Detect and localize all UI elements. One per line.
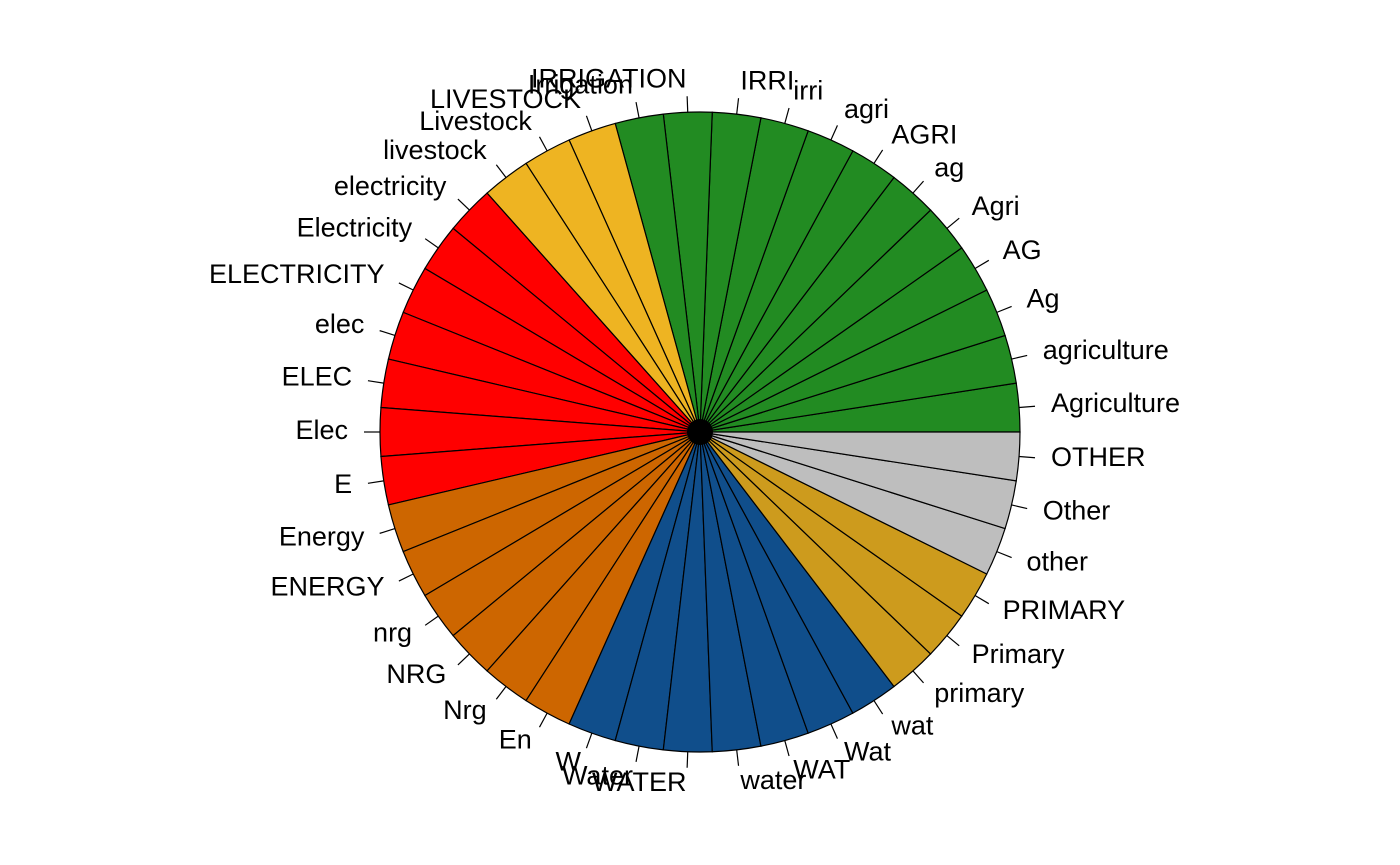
slice-label-16: electricity [334, 171, 447, 201]
tick-17 [424, 238, 439, 249]
slice-label-35: wat [890, 711, 934, 741]
slice-label-22: E [334, 469, 352, 499]
tick-33 [784, 740, 790, 757]
tick-27 [495, 686, 507, 700]
slice-label-38: PRIMARY [1003, 595, 1126, 625]
slice-label-3: Ag [1026, 284, 1059, 314]
slice-label-14: Livestock [419, 106, 532, 136]
tick-11 [686, 96, 689, 113]
slice-label-37: Primary [972, 639, 1065, 669]
tick-29 [585, 732, 593, 749]
slice-label-11: IRRIGATION [531, 63, 687, 93]
tick-9 [784, 107, 790, 124]
tick-12 [635, 102, 640, 118]
slice-label-15: livestock [383, 135, 487, 165]
slice-label-31: WATER [592, 767, 687, 797]
tick-39 [996, 551, 1012, 559]
slice-label-29: W [556, 746, 582, 776]
tick-10 [736, 98, 740, 115]
tick-20 [367, 380, 384, 384]
tick-30 [635, 746, 640, 762]
tick-1 [1019, 405, 1036, 409]
tick-6 [912, 180, 924, 194]
tick-4 [974, 259, 990, 269]
tick-26 [457, 653, 470, 666]
slice-label-1: Agriculture [1051, 388, 1180, 418]
slice-label-9: irri [793, 76, 823, 106]
tick-5 [946, 217, 960, 229]
tick-32 [736, 749, 740, 766]
slice-label-36: primary [934, 678, 1025, 708]
tick-15 [495, 164, 507, 178]
tick-18 [398, 282, 414, 291]
tick-31 [686, 751, 689, 768]
tick-41 [1019, 455, 1036, 459]
tick-19 [379, 330, 396, 337]
tick-8 [830, 125, 838, 141]
tick-22 [367, 480, 384, 484]
tick-23 [379, 527, 396, 534]
slice-label-21: Elec [295, 415, 348, 445]
slice-label-41: OTHER [1051, 442, 1146, 472]
slice-label-27: Nrg [443, 695, 487, 725]
slice-label-20: ELEC [282, 361, 353, 391]
tick-34 [830, 723, 838, 739]
pie-slices [379, 111, 1021, 753]
tick-40 [1011, 504, 1028, 510]
slice-label-34: Wat [844, 736, 891, 766]
slice-label-6: ag [934, 152, 964, 182]
tick-35 [873, 700, 884, 715]
slice-label-2: agriculture [1043, 335, 1169, 365]
tick-24 [398, 573, 414, 582]
slice-label-30: Water [562, 761, 633, 791]
slice-label-12: Irrigation [528, 70, 633, 100]
tick-16 [457, 198, 470, 211]
slice-label-25: nrg [373, 618, 412, 648]
label-ticks [364, 96, 1036, 768]
tick-13 [585, 115, 593, 132]
tick-7 [873, 149, 884, 164]
tick-14 [538, 136, 548, 152]
tick-37 [946, 635, 960, 647]
slice-label-39: other [1026, 547, 1088, 577]
slice-label-32: water [739, 765, 806, 795]
slice-label-18: ELECTRICITY [209, 259, 385, 289]
tick-3 [996, 305, 1012, 313]
slice-label-23: Energy [279, 521, 365, 551]
tick-38 [974, 595, 990, 605]
tick-25 [424, 615, 439, 626]
slice-label-33: WAT [793, 755, 850, 785]
slice-labels: Agriculture agriculture Ag AG AgriagAGRIagri… [209, 63, 1180, 796]
tick-36 [912, 670, 924, 684]
slice-label-40: Other [1043, 495, 1111, 525]
tick-2 [1011, 354, 1028, 360]
slice-label-17: Electricity [297, 213, 413, 243]
slice-label-7: AGRI [891, 120, 957, 150]
slice-label-19: elec [315, 309, 365, 339]
slice-label-26: NRG [386, 659, 446, 689]
slice-label-24: ENERGY [271, 571, 385, 601]
tick-28 [538, 712, 548, 728]
slice-label-10: IRRI [740, 65, 794, 95]
slice-label-28: En [499, 724, 532, 754]
center-hub [687, 419, 713, 445]
slice-label-13: LIVESTOCK [430, 84, 581, 114]
slice-label-8: agri [844, 94, 889, 124]
slice-label-4: AG [1003, 235, 1042, 265]
slice-label-5: Agri [972, 191, 1020, 221]
